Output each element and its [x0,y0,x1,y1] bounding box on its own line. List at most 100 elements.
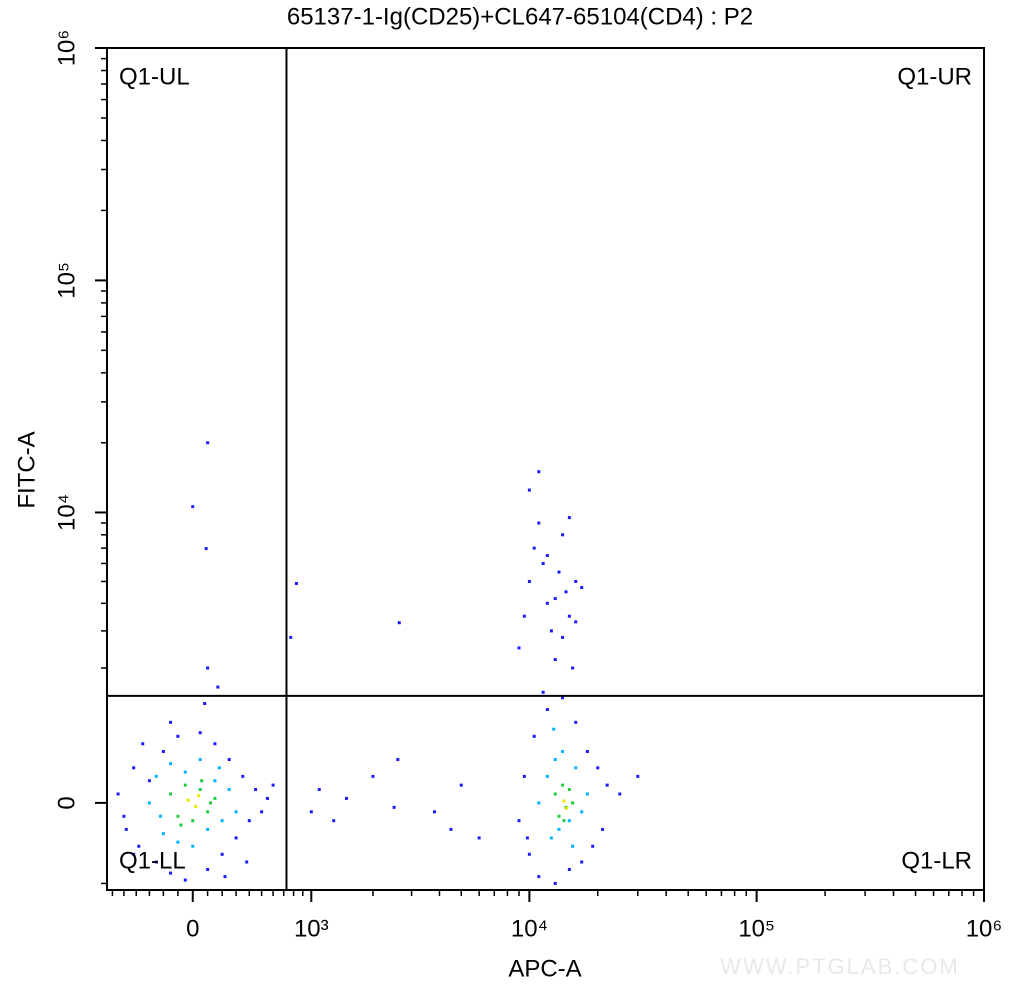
event-dot [562,799,566,803]
event-dot [116,792,120,796]
event-dot [206,666,210,670]
event-dot [245,860,249,864]
event-dot [580,810,584,814]
event-dot [206,827,210,831]
event-dot [213,742,217,746]
event-dot [206,441,210,445]
event-dot [567,614,571,618]
event-dot [217,766,221,770]
x-tick-label: 10⁵ [738,915,775,942]
quadrant-label: Q1-LR [901,847,972,874]
event-dot [545,708,549,712]
event-dot [585,750,589,754]
event-dot [527,852,531,856]
event-dot [591,844,595,848]
quadrant-label: Q1-UR [897,63,972,90]
event-dot [332,819,336,823]
event-dot [154,860,158,864]
y-axis-label: FITC-A [13,431,40,508]
event-dot [557,827,561,831]
event-dot [317,788,321,792]
event-dot [169,762,173,766]
event-dot [596,766,600,770]
event-dot [565,806,569,810]
event-dot [553,881,557,885]
event-dot [562,819,566,823]
event-dot [265,796,269,800]
event-dot [183,783,187,787]
event-dot [169,720,173,724]
event-dot [200,779,204,783]
plot-frame [106,47,985,891]
event-dot [477,836,481,840]
event-dot [294,581,298,585]
event-dot [561,750,565,754]
event-dot [553,758,557,762]
event-dot [169,871,173,875]
event-dot [449,827,453,831]
event-dot [241,774,245,778]
event-dot [541,690,545,694]
event-dot [567,867,571,871]
event-dot [537,521,541,525]
event-dot [234,810,238,814]
event-dot [553,792,557,796]
event-dot [564,590,568,594]
event-dot [169,792,173,796]
event-dot [557,814,561,818]
event-dot [525,836,529,840]
quadrant-label: Q1-UL [119,63,190,90]
event-dot [234,836,238,840]
event-dot [532,734,536,738]
event-dot [459,783,463,787]
event-dot [197,794,201,798]
event-dot [537,875,541,879]
event-dot [203,702,207,706]
event-dot [517,819,521,823]
event-dot [545,774,549,778]
event-dot [260,810,264,814]
event-dot [191,819,195,823]
event-dot [159,814,163,818]
event-dot [553,658,557,662]
event-dot [532,546,536,550]
event-dot [605,783,609,787]
event-dot [198,788,202,792]
event-dot [271,783,275,787]
event-dot [289,635,293,639]
event-dot [567,788,571,792]
event-dot [141,742,145,746]
event-dot [220,852,224,856]
event-dot [216,685,220,689]
event-dot [179,823,183,827]
x-tick-label: 0 [186,915,199,942]
event-dot [161,832,165,836]
event-dot [517,646,521,650]
event-dot [567,819,571,823]
event-dot [132,852,136,856]
event-dot [574,720,578,724]
event-dot [309,810,313,814]
event-dot [527,579,531,583]
event-dot [545,554,549,558]
event-dot [191,505,195,509]
event-dot [396,758,400,762]
event-dot [541,561,545,565]
event-dot [183,770,187,774]
event-dot [227,758,231,762]
x-axis-label: APC-A [508,955,581,982]
event-dot [198,758,202,762]
event-dot [183,878,187,882]
event-dot [186,798,190,802]
event-dot [191,844,195,848]
event-dot [220,819,224,823]
event-dot [154,774,158,778]
event-dot [213,779,217,783]
event-dot [176,734,180,738]
event-dot [580,586,584,590]
event-dot [537,801,541,805]
event-dot [392,805,396,809]
event-dot [344,796,348,800]
event-dot [124,827,128,831]
